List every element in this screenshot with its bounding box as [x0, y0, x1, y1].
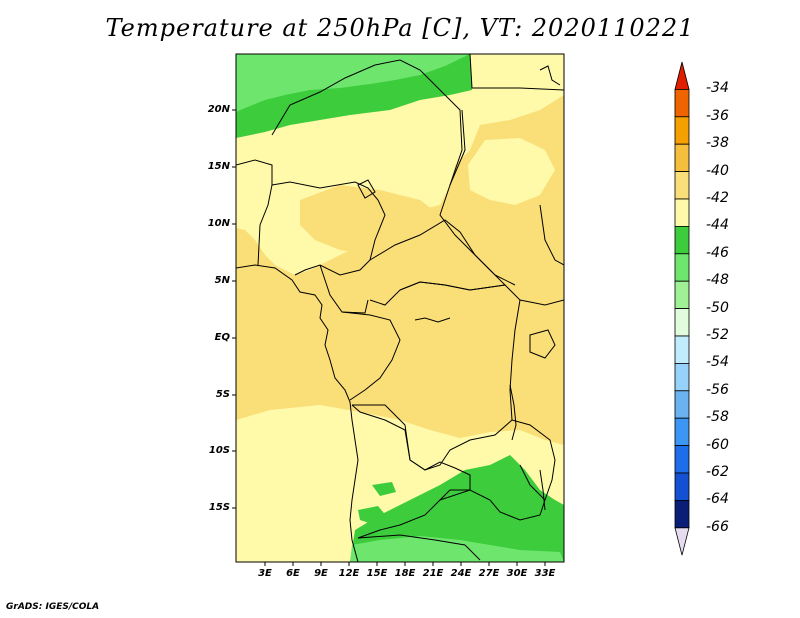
colorbar	[674, 61, 690, 556]
band-minus42-east	[468, 138, 555, 205]
border-cameroon	[319, 264, 369, 314]
grads-credit: GrADS: IGES/COLA	[6, 602, 100, 612]
lon-label-30e: 30E	[506, 568, 528, 579]
border-ethiopia	[539, 204, 564, 266]
lat-label-10s: 10S	[208, 445, 230, 456]
lake-chad	[357, 179, 376, 199]
colorbar-box	[674, 143, 690, 172]
border-mali-niger	[271, 59, 463, 186]
band-minus46-north	[236, 54, 470, 112]
colorbar-label: -36	[706, 107, 729, 124]
colorbar-label: -56	[706, 381, 729, 398]
band-minus44-south-island1	[372, 482, 396, 496]
colorbar-label: -58	[706, 409, 729, 426]
colorbar-label: -48	[706, 272, 729, 289]
border-congo	[341, 311, 401, 401]
colorbar-box	[674, 198, 690, 227]
colorbar-box	[674, 225, 690, 255]
lat-label-10n: 10N	[207, 218, 230, 229]
colorbar-label: -38	[706, 135, 729, 152]
colorbar-box	[674, 171, 690, 200]
colorbar-box	[674, 253, 690, 282]
colorbar-label: -66	[706, 518, 729, 535]
band-minus40-central	[300, 185, 440, 255]
lat-label-15n: 15N	[207, 161, 230, 172]
lon-label-18e: 18E	[394, 568, 416, 579]
colorbar-box	[674, 472, 690, 501]
colorbar-box	[674, 417, 690, 447]
colorbar-label: -54	[706, 354, 729, 371]
lake-victoria	[529, 329, 556, 359]
lon-label-15e: 15E	[366, 568, 388, 579]
red-sea-coast	[539, 65, 561, 86]
border-angola	[352, 404, 471, 539]
colorbar-box	[674, 280, 690, 310]
lon-label-24e: 24E	[450, 568, 472, 579]
colorbar-label: -62	[706, 464, 729, 480]
plot-frame	[235, 53, 565, 563]
colorbar-box	[674, 89, 690, 118]
axis-ticks	[232, 109, 546, 566]
colorbar-label: -42	[706, 190, 729, 206]
colorbar-box	[674, 499, 690, 529]
lat-label-15s: 15S	[208, 502, 230, 513]
colorbar-label: -40	[706, 162, 729, 179]
lake-malawi	[539, 469, 546, 511]
colorbar-label: -64	[706, 491, 729, 508]
colorbar-box	[674, 390, 690, 419]
lon-label-9e: 9E	[314, 568, 328, 579]
coastline-west	[236, 264, 359, 562]
temperature-field	[236, 54, 564, 562]
colorbar-box	[674, 362, 690, 392]
colorbar-box	[674, 308, 690, 337]
colorbar-top-arrow	[674, 61, 690, 90]
lon-label-3e: 3E	[258, 568, 272, 579]
map-title: Temperature at 250hPa [C], VT: 202011022…	[105, 14, 695, 42]
colorbar-label: -46	[706, 244, 729, 261]
colorbar-label: -60	[706, 436, 729, 453]
colorbar-box	[674, 335, 690, 364]
border-zambia	[439, 464, 546, 521]
lon-label-12e: 12E	[338, 568, 360, 579]
lon-label-21e: 21E	[422, 568, 444, 579]
border-nigeria	[271, 181, 386, 276]
lon-label-33e: 33E	[534, 568, 556, 579]
border-west-africa	[236, 159, 273, 266]
border-tanzania	[511, 419, 556, 501]
border-libya-chad	[469, 54, 564, 91]
band-minus46-south	[350, 536, 564, 562]
lon-label-6e: 6E	[286, 568, 300, 579]
lat-label-20n: 20N	[207, 104, 230, 115]
colorbar-label: -34	[706, 80, 729, 97]
lat-label-5s: 5S	[215, 389, 230, 400]
colorbar-label: -50	[706, 299, 729, 316]
colorbar-box	[674, 116, 690, 145]
colorbar-label: -44	[706, 217, 729, 234]
border-drc	[351, 281, 521, 471]
lat-label-5n: 5N	[214, 275, 230, 286]
colorbar-bottom-arrow	[674, 527, 690, 556]
colorbar-box	[674, 445, 690, 474]
river-congo	[414, 317, 451, 323]
band-minus44-south-island2	[358, 506, 388, 524]
map-borders	[236, 54, 564, 562]
colorbar-label: -52	[706, 327, 729, 343]
lake-tanganyika	[509, 384, 517, 441]
border-namibia	[357, 534, 481, 561]
lon-label-27e: 27E	[478, 568, 500, 579]
lat-label-eq: EQ	[214, 332, 230, 343]
border-kenya	[519, 299, 564, 306]
